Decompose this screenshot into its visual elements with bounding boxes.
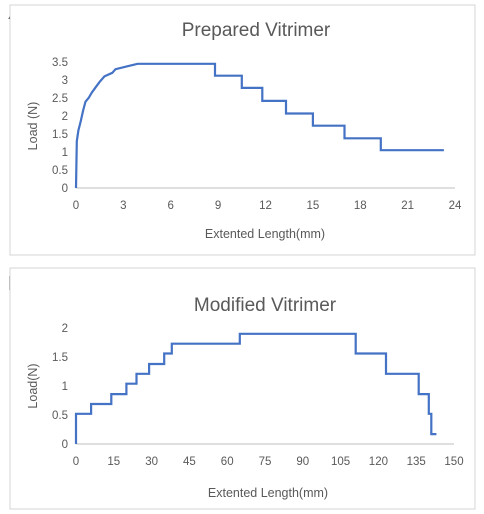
chart-a-xticks: 0 3 6 9 12 15 18 21 24 (73, 200, 462, 212)
chart-b-xticks: 0 15 30 45 60 75 90 105 120 135 150 (73, 456, 464, 468)
chart-a-xtick-label: 24 (449, 200, 462, 212)
chart-b-xtick-label: 105 (331, 456, 350, 468)
chart-b-xlabel: Extented Length(mm) (208, 486, 328, 500)
chart-a-ytick-label: 0.5 (52, 165, 68, 177)
chart-a-ytick-label: 0 (62, 183, 68, 195)
chart-a-xlabel: Extented Length(mm) (205, 227, 325, 241)
chart-a-xtick-label: 15 (306, 200, 319, 212)
chart-b-yticks: 0 0.5 1 1.5 2 (52, 323, 68, 451)
chart-b-xtick-label: 135 (407, 456, 426, 468)
chart-b-ytick-label: 1.5 (52, 352, 68, 364)
chart-a-ytick-label: 1.5 (52, 129, 68, 141)
chart-a-xtick-label: 21 (401, 200, 414, 212)
chart-a-ytick-label: 1 (62, 147, 68, 159)
chart-a-xtick-label: 0 (73, 200, 79, 212)
chart-a-ylabel: Load (N) (26, 102, 40, 151)
chart-b-xtick-label: 120 (369, 456, 388, 468)
chart-a-xtick-label: 6 (168, 200, 174, 212)
chart-b-xtick-label: 150 (444, 456, 463, 468)
chart-b-frame (9, 267, 476, 510)
chart-b-ytick-label: 1 (62, 381, 68, 393)
chart-a-title: Prepared Vitrimer (182, 20, 331, 41)
chart-a-ytick-label: 3 (62, 75, 68, 87)
chart-b-ytick-label: 0.5 (52, 410, 68, 422)
chart-b-xtick-label: 75 (259, 456, 272, 468)
chart-a-xtick-label: 12 (259, 200, 272, 212)
chart-a-xtick-label: 9 (215, 200, 221, 212)
chart-b-xtick-label: 90 (296, 456, 309, 468)
chart-b-ylabel: Load(N) (26, 363, 40, 408)
chart-a-yticks: 0 0.5 1 1.5 2 2.5 3 3.5 (52, 57, 68, 195)
chart-a-series-line (74, 62, 444, 189)
chart-b-xtick-label: 45 (183, 456, 196, 468)
chart-a-xtick-label: 3 (120, 200, 126, 212)
chart-b-xtick-label: 0 (73, 456, 79, 468)
chart-a-ytick-label: 2.5 (52, 93, 68, 105)
chart-a-ytick-label: 3.5 (52, 57, 68, 69)
chart-a-frame (9, 4, 476, 256)
chart-b-xtick-label: 60 (221, 456, 234, 468)
chart-a-ytick-label: 2 (62, 111, 68, 123)
chart-b-ytick-label: 2 (62, 323, 68, 335)
chart-b-series-line (74, 332, 437, 444)
chart-b-ytick-label: 0 (62, 439, 68, 451)
chart-b-xtick-label: 30 (145, 456, 158, 468)
chart-b-title: Modified Vitrimer (194, 295, 337, 316)
chart-b-xtick-label: 15 (107, 456, 120, 468)
chart-a-xtick-label: 18 (354, 200, 367, 212)
